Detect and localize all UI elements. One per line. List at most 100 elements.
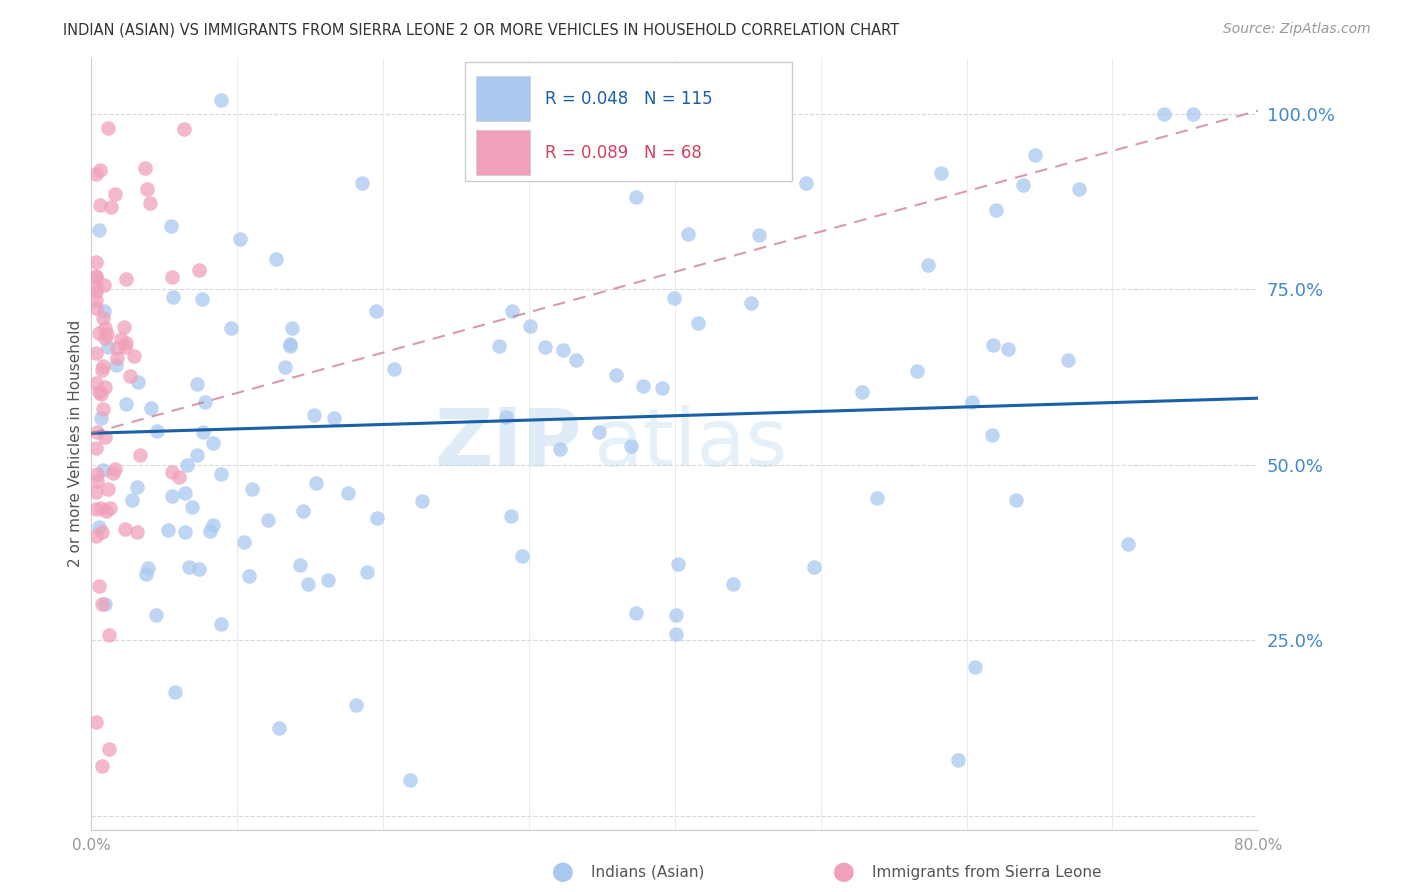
Point xyxy=(302,408,325,422)
Point xyxy=(851,384,873,399)
Point xyxy=(297,576,319,591)
Text: R = 0.089   N = 68: R = 0.089 N = 68 xyxy=(546,144,702,161)
Point xyxy=(91,597,114,611)
Point xyxy=(366,511,388,525)
Point xyxy=(176,458,198,472)
FancyBboxPatch shape xyxy=(477,76,530,121)
FancyBboxPatch shape xyxy=(477,129,530,175)
Point xyxy=(866,491,889,505)
Point xyxy=(165,685,187,699)
Point xyxy=(84,285,107,299)
Point xyxy=(202,435,225,450)
Point xyxy=(136,560,159,574)
Point xyxy=(917,258,939,272)
Point xyxy=(160,219,183,234)
Point xyxy=(105,341,128,355)
Point xyxy=(209,93,232,107)
Text: Indians (Asian): Indians (Asian) xyxy=(591,865,704,880)
Point xyxy=(86,425,108,439)
Point xyxy=(193,425,215,440)
Point xyxy=(1024,148,1046,162)
Point xyxy=(84,293,107,307)
Point xyxy=(336,486,359,500)
Point xyxy=(91,401,114,416)
Text: Immigrants from Sierra Leone: Immigrants from Sierra Leone xyxy=(872,865,1101,880)
Point xyxy=(665,626,688,640)
Point xyxy=(501,509,523,524)
Point xyxy=(323,411,346,425)
Point xyxy=(191,292,214,306)
Point xyxy=(173,122,195,136)
Point xyxy=(748,228,770,243)
Point xyxy=(278,339,301,353)
Point xyxy=(91,311,114,326)
Point xyxy=(145,607,167,622)
Point xyxy=(127,480,149,494)
Point xyxy=(84,268,107,283)
Point xyxy=(162,489,184,503)
Point xyxy=(87,385,110,400)
Point xyxy=(1067,181,1090,195)
Point xyxy=(965,660,987,674)
Point xyxy=(160,466,183,480)
Point xyxy=(233,534,256,549)
Point xyxy=(1056,352,1078,367)
Point xyxy=(105,359,128,373)
Point xyxy=(98,500,121,515)
Point xyxy=(1011,178,1033,192)
Point xyxy=(135,566,157,581)
Point xyxy=(93,430,115,444)
Point xyxy=(356,566,378,580)
Point xyxy=(1005,493,1028,508)
Point xyxy=(551,343,574,358)
Point xyxy=(146,424,169,438)
Point xyxy=(90,386,112,401)
Point xyxy=(1116,537,1139,551)
Point xyxy=(84,167,107,181)
Point xyxy=(86,467,108,481)
Point xyxy=(160,269,183,284)
Point xyxy=(929,166,952,180)
Point xyxy=(605,368,627,383)
Point xyxy=(127,375,149,389)
Point xyxy=(112,320,135,334)
Point xyxy=(291,504,314,518)
Point xyxy=(89,326,111,340)
Point xyxy=(120,368,142,383)
Point xyxy=(177,560,200,574)
Point xyxy=(96,327,118,342)
Point xyxy=(173,525,195,540)
Point xyxy=(981,428,1004,442)
Point xyxy=(122,349,145,363)
Point xyxy=(115,336,138,351)
Point xyxy=(181,500,204,514)
Point xyxy=(411,494,433,508)
Point xyxy=(156,523,179,537)
Point xyxy=(125,525,148,540)
Point xyxy=(169,470,191,484)
Point xyxy=(105,351,128,366)
Point xyxy=(84,441,107,455)
Point xyxy=(256,513,278,527)
Point xyxy=(510,549,533,563)
Point xyxy=(162,289,184,303)
Point xyxy=(495,409,517,424)
Point xyxy=(89,163,111,178)
Point xyxy=(1181,107,1204,121)
Point xyxy=(686,316,709,330)
Point xyxy=(665,608,688,623)
Point xyxy=(274,359,297,374)
Point xyxy=(238,569,260,583)
Point xyxy=(501,303,523,318)
Point xyxy=(174,485,197,500)
Point xyxy=(84,301,107,316)
Point xyxy=(91,463,114,477)
Point xyxy=(87,520,110,534)
Point xyxy=(84,715,107,730)
Point xyxy=(382,362,405,376)
Point xyxy=(84,484,107,499)
Point xyxy=(104,186,127,201)
Point xyxy=(316,573,339,587)
Point xyxy=(997,342,1019,356)
Point xyxy=(89,198,111,212)
